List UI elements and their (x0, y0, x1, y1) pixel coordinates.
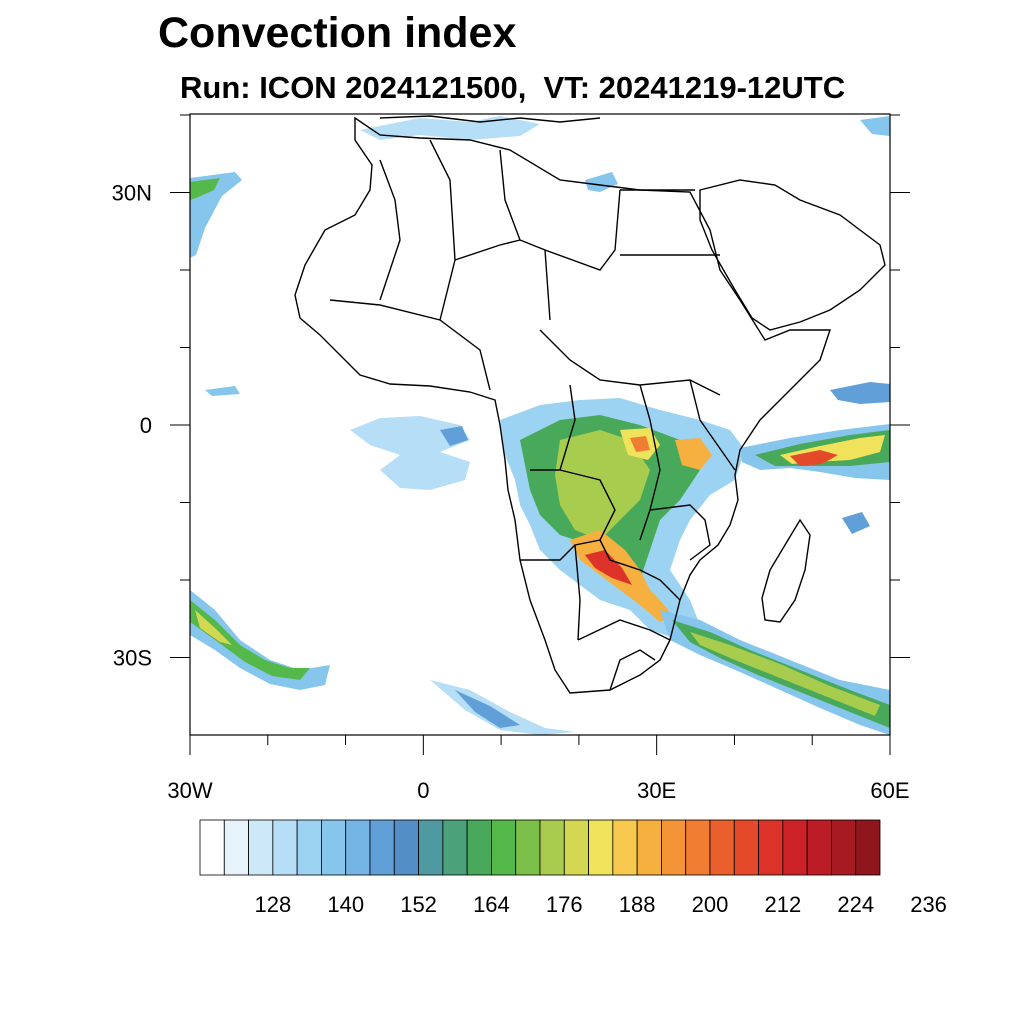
colorbar-swatch (539, 819, 565, 876)
field-west-patch (205, 386, 240, 396)
colorbar-label: 164 (473, 892, 510, 917)
colorbar-swatch (685, 819, 711, 876)
borders (329, 139, 736, 691)
lon-label: 0 (417, 778, 429, 803)
colorbar-swatch (199, 819, 225, 876)
colorbar-swatch (612, 819, 638, 876)
lat-label: 0 (140, 413, 152, 438)
colorbar-swatch (661, 819, 687, 876)
colorbar-label: 152 (400, 892, 437, 917)
colorbar: 128 140 152 164 176 188 200 212 224 236 (199, 819, 947, 917)
colorbar-swatch (758, 819, 784, 876)
lat-label: 30N (112, 181, 152, 206)
field-nw-core (190, 178, 220, 200)
field-south-streak-core (455, 690, 520, 728)
colorbar-swatch (369, 819, 395, 876)
madagascar-coastline (761, 518, 811, 623)
colorbar-swatch (442, 819, 468, 876)
colorbar-swatch (709, 819, 735, 876)
colorbar-label: 188 (619, 892, 656, 917)
colorbar-label: 176 (546, 892, 583, 917)
colorbar-swatch (563, 819, 589, 876)
colorbar-swatch (515, 819, 541, 876)
europe-coastline (379, 115, 601, 123)
colorbar-swatch (296, 819, 322, 876)
field-gulf-guinea (350, 416, 470, 490)
colorbar-label: 236 (910, 892, 947, 917)
coastlines (294, 115, 886, 694)
colorbar-swatch (223, 819, 249, 876)
colorbar-swatch (248, 819, 274, 876)
map-axes: 30N 0 30S 30W 0 30E 60E (112, 114, 910, 803)
convection-field (190, 116, 890, 735)
lon-label: 30W (167, 778, 212, 803)
colorbar-label: 200 (692, 892, 729, 917)
colorbar-label: 212 (764, 892, 801, 917)
colorbar-swatch (466, 819, 492, 876)
field-sw-green (190, 600, 310, 680)
colorbar-swatch (806, 819, 832, 876)
field-south-streak (430, 680, 575, 735)
colorbar-swatch (491, 819, 517, 876)
field-madagascar-north (842, 512, 870, 534)
colorbar-swatch (588, 819, 614, 876)
chart-subtitle: Run: ICON 2024121500, VT: 20241219-12UTC (180, 70, 846, 105)
field-south-yellowgreen (690, 632, 880, 716)
colorbar-swatch (782, 819, 808, 876)
colorbar-swatch (831, 819, 857, 876)
lon-label: 30E (637, 778, 676, 803)
colorbar-swatch (393, 819, 419, 876)
colorbar-swatch (418, 819, 444, 876)
field-lake-victoria (675, 438, 712, 470)
field-north-patch (360, 116, 540, 140)
field-angola-red (585, 550, 632, 585)
field-indian-red (790, 450, 838, 466)
field-sw-band (190, 590, 330, 690)
field-arabian-sea-patch (830, 382, 890, 404)
colorbar-swatch (272, 819, 298, 876)
field-gulf-guinea-core (440, 426, 468, 446)
field-egypt-patch (585, 172, 618, 192)
lat-label: 30S (113, 646, 152, 671)
field-congo-orange (630, 436, 650, 452)
colorbar-label: 224 (837, 892, 874, 917)
arabia-coastline (699, 179, 886, 331)
chart-title: Convection index (158, 9, 517, 57)
colorbar-swatch (733, 819, 759, 876)
colorbar-swatch (855, 819, 881, 876)
field-ne-corner (860, 116, 890, 136)
africa-coastline (294, 116, 831, 694)
colorbar-swatch (636, 819, 662, 876)
field-sw-yellow (195, 610, 232, 645)
colorbar-label: 128 (254, 892, 291, 917)
colorbar-swatch (345, 819, 371, 876)
colorbar-label: 140 (327, 892, 364, 917)
lon-label: 60E (870, 778, 909, 803)
colorbar-swatch (321, 819, 347, 876)
